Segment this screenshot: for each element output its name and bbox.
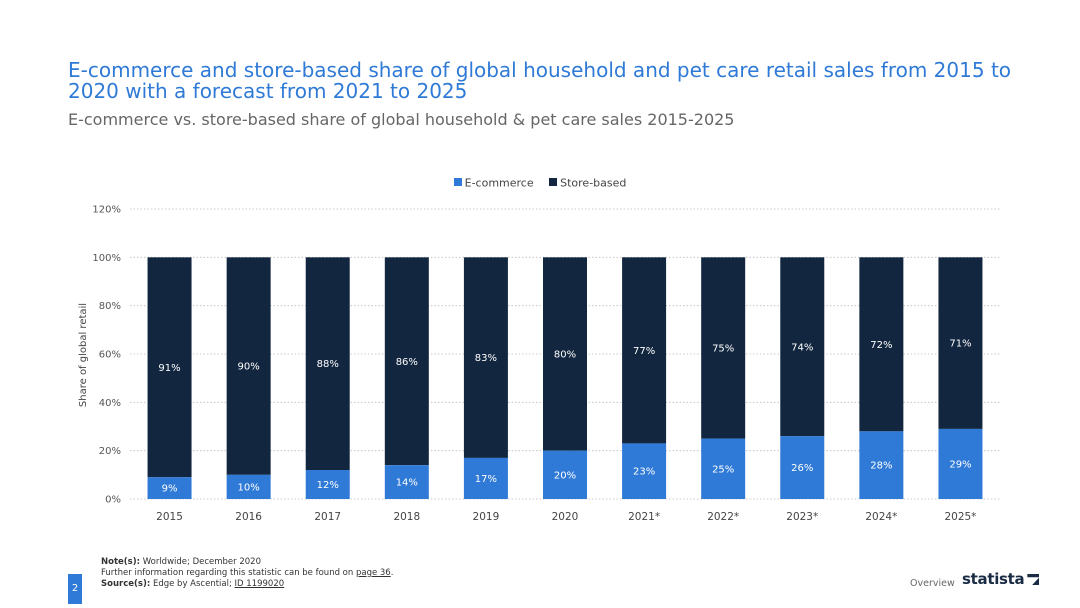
data-label-store-based: 75%	[712, 343, 734, 354]
further-info-line: Further information regarding this stati…	[101, 568, 393, 579]
data-label-store-based: 72%	[870, 340, 892, 351]
x-tick-label: 2020	[552, 511, 579, 523]
y-tick-label: 60%	[99, 350, 121, 361]
data-label-store-based: 90%	[238, 362, 260, 373]
overview-link[interactable]: Overview	[910, 578, 955, 589]
stacked-bar-chart: 0% 20% 40% 60% 80% 100% 120% 9% 91% 10% 90% 12% 88%…	[78, 205, 1000, 523]
bar-store-based[interactable]	[938, 257, 983, 429]
sources-link[interactable]: ID 1199020	[234, 579, 285, 589]
y-tick-label: 80%	[99, 301, 121, 312]
bar-store-based[interactable]	[780, 257, 825, 437]
x-tick-label: 2023*	[786, 511, 818, 523]
chart-title: E-commerce and store-based share of glob…	[68, 58, 1012, 103]
x-axis-ticks: 2015 2016 2017 2018 2019 2020 2021* 2022* 2023* 2…	[156, 511, 976, 523]
bar-ecommerce[interactable]	[147, 477, 192, 499]
data-labels: 9% 91% 10% 90% 12% 88% 14% 86% 17% 83% 20% 80% 23% 77…	[158, 339, 971, 495]
bar-ecommerce[interactable]	[543, 450, 587, 499]
data-label-ecommerce: 26%	[791, 463, 813, 474]
data-label-ecommerce: 9%	[162, 484, 178, 495]
bar-store-based[interactable]	[701, 257, 746, 439]
y-tick-label: 0%	[105, 495, 121, 506]
legend-item-store-based[interactable]: Store-based	[549, 176, 626, 190]
bar-ecommerce[interactable]	[226, 474, 271, 499]
legend-item-ecommerce[interactable]: E-commerce	[453, 176, 534, 190]
data-label-ecommerce: 14%	[396, 478, 418, 489]
data-label-ecommerce: 17%	[475, 474, 497, 485]
sources-line: Source(s): Edge by Ascential; ID 1199020	[101, 579, 393, 590]
x-tick-label: 2017	[314, 511, 341, 523]
notes-line: Note(s): Worldwide; December 2020	[101, 557, 393, 568]
y-tick-label: 20%	[99, 446, 121, 457]
x-tick-label: 2015	[156, 511, 183, 523]
data-label-ecommerce: 28%	[870, 461, 892, 472]
x-tick-label: 2022*	[707, 511, 739, 523]
footer-notes: Note(s): Worldwide; December 2020 Furthe…	[101, 557, 393, 590]
data-label-store-based: 80%	[554, 350, 576, 361]
logo-mark-icon	[1027, 574, 1040, 585]
bar-ecommerce[interactable]	[384, 465, 429, 499]
page-number: 2	[68, 574, 82, 604]
bar-ecommerce[interactable]	[701, 438, 746, 499]
y-axis-ticks: 0% 20% 40% 60% 80% 100% 120%	[92, 205, 121, 506]
data-label-store-based: 86%	[396, 357, 418, 368]
further-info-link[interactable]: page 36	[355, 568, 391, 578]
data-label-store-based: 88%	[317, 359, 339, 370]
notes-label: Note(s):	[101, 557, 141, 567]
chart-subtitle: E-commerce vs. store-based share of glob…	[68, 110, 735, 129]
x-tick-label: 2018	[393, 511, 420, 523]
sources-label: Source(s):	[101, 579, 151, 589]
bar-ecommerce[interactable]	[859, 431, 904, 499]
data-label-store-based: 74%	[791, 342, 813, 353]
data-label-ecommerce: 10%	[238, 482, 260, 493]
bar-ecommerce[interactable]	[780, 436, 825, 499]
bar-ecommerce[interactable]	[305, 470, 350, 499]
bar-ecommerce[interactable]	[463, 457, 508, 499]
x-tick-label: 2021*	[628, 511, 660, 523]
data-label-ecommerce: 25%	[712, 464, 734, 475]
data-label-store-based: 71%	[949, 339, 971, 350]
y-tick-label: 100%	[92, 253, 121, 264]
bar-ecommerce[interactable]	[938, 428, 983, 499]
legend-swatch-ecommerce	[453, 178, 462, 186]
bar-store-based[interactable]	[226, 257, 271, 475]
bar-store-based[interactable]	[622, 257, 667, 444]
logo-text: statista	[962, 570, 1025, 588]
bar-store-based[interactable]	[384, 257, 429, 466]
data-label-ecommerce: 23%	[633, 467, 655, 478]
bar-store-based[interactable]	[463, 257, 508, 458]
notes-text: Worldwide; December 2020	[142, 557, 261, 567]
bar-store-based[interactable]	[859, 257, 904, 432]
x-tick-label: 2016	[235, 511, 262, 523]
x-tick-label: 2019	[473, 511, 500, 523]
sources-text: Edge by Ascential;	[152, 579, 232, 589]
bar-ecommerce[interactable]	[622, 443, 667, 499]
legend-label-store-based: Store-based	[560, 176, 627, 190]
bar-store-based[interactable]	[147, 257, 192, 478]
data-label-store-based: 83%	[475, 353, 497, 364]
data-label-store-based: 91%	[158, 363, 180, 374]
y-axis-label: Share of global retail	[78, 303, 89, 407]
bar-store-based[interactable]	[305, 257, 350, 470]
x-tick-label: 2024*	[865, 511, 897, 523]
data-label-ecommerce: 29%	[949, 459, 971, 470]
data-label-ecommerce: 20%	[554, 470, 576, 481]
data-label-ecommerce: 12%	[317, 480, 339, 491]
y-tick-label: 40%	[99, 398, 121, 409]
legend-label-ecommerce: E-commerce	[464, 176, 534, 190]
further-info-text: Further information regarding this stati…	[101, 568, 354, 578]
legend-swatch-store-based	[549, 178, 558, 186]
bar-store-based[interactable]	[543, 257, 587, 451]
x-tick-label: 2025*	[944, 511, 976, 523]
data-label-store-based: 77%	[633, 346, 655, 357]
y-tick-label: 120%	[92, 205, 121, 216]
further-info-end: .	[390, 568, 394, 578]
bars	[147, 257, 983, 499]
statista-logo: statista	[962, 570, 1040, 588]
chart-legend: E-commerce Store-based	[0, 176, 1080, 190]
